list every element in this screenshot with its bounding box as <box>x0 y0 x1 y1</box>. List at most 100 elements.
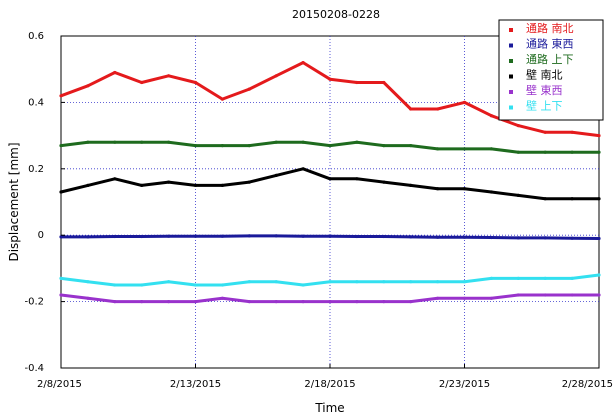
data-point <box>570 150 574 154</box>
data-point <box>489 114 493 118</box>
data-point <box>462 280 467 284</box>
data-point <box>409 235 413 239</box>
data-point <box>462 235 467 239</box>
series-6 <box>59 273 601 287</box>
data-point <box>274 234 278 238</box>
series-2 <box>59 234 601 241</box>
legend-marker <box>509 74 513 79</box>
legend-label: 通路 東西 <box>526 38 574 51</box>
data-point <box>140 283 144 287</box>
data-point <box>193 300 198 304</box>
data-point <box>274 173 278 177</box>
data-point <box>301 61 305 65</box>
data-point <box>301 234 305 238</box>
data-point <box>409 300 413 304</box>
data-point <box>247 87 251 91</box>
legend-marker <box>509 105 513 110</box>
legend-label: 壁 東西 <box>526 83 563 97</box>
data-point <box>113 283 117 287</box>
data-point <box>167 280 171 284</box>
data-point <box>409 183 413 187</box>
legend-marker <box>509 43 513 48</box>
y-tick-label: 0.2 <box>28 164 44 175</box>
data-point <box>86 140 90 144</box>
data-point <box>167 140 171 144</box>
data-point <box>328 280 332 284</box>
legend-label: 壁 上下 <box>526 99 563 113</box>
data-point <box>516 193 520 197</box>
data-point <box>59 293 63 297</box>
data-point <box>274 74 278 78</box>
data-point <box>436 147 440 151</box>
legend-label: 通路 上下 <box>526 53 574 66</box>
data-point <box>436 107 440 111</box>
x-tick-label: 2/28/2015 <box>562 379 613 390</box>
data-point <box>570 197 574 201</box>
data-point <box>382 80 386 85</box>
data-point <box>113 70 117 75</box>
data-point <box>436 296 440 300</box>
data-point <box>274 140 278 144</box>
data-point <box>113 300 117 304</box>
data-point <box>355 234 359 239</box>
data-point <box>247 180 251 184</box>
y-tick-label: 0.4 <box>28 97 44 108</box>
data-point <box>409 107 413 111</box>
x-axis-label: Time <box>314 401 344 415</box>
data-point <box>247 300 251 304</box>
data-point <box>220 296 224 300</box>
data-point <box>543 150 547 154</box>
data-point <box>382 180 386 184</box>
data-point <box>220 283 224 287</box>
data-point <box>193 144 198 148</box>
data-point <box>328 177 332 181</box>
legend-marker <box>509 28 513 32</box>
data-point <box>516 236 520 240</box>
data-point <box>462 296 467 300</box>
data-point <box>301 283 305 287</box>
x-tick-label: 2/8/2015 <box>37 379 82 390</box>
data-point <box>193 80 198 85</box>
data-point <box>113 140 117 144</box>
data-point <box>543 236 547 240</box>
data-point <box>355 300 359 304</box>
data-point <box>355 177 359 181</box>
data-point <box>220 234 224 238</box>
data-point <box>597 293 601 297</box>
data-point <box>140 183 144 187</box>
legend-label: 通路 南北 <box>526 22 574 35</box>
data-point <box>382 144 386 148</box>
data-point <box>462 100 467 104</box>
data-point <box>462 187 467 191</box>
data-point <box>597 236 601 241</box>
data-point <box>355 280 359 284</box>
data-point <box>59 94 63 98</box>
data-point <box>140 300 144 304</box>
series-3 <box>59 140 601 154</box>
data-point <box>543 197 547 201</box>
data-point <box>382 234 386 239</box>
data-point <box>167 180 171 184</box>
data-point <box>113 234 117 239</box>
x-tick-label: 2/13/2015 <box>170 379 221 390</box>
chart-title: 20150208-0228 <box>292 8 380 21</box>
data-point <box>543 293 547 297</box>
data-point <box>59 144 63 148</box>
x-tick-label: 2/23/2015 <box>439 379 490 390</box>
x-axis-ticks: 2/8/2015 2/13/2015 2/18/2015 2/23/2015 2/28/… <box>37 364 613 390</box>
data-point <box>220 97 224 101</box>
data-point <box>597 150 601 154</box>
data-point <box>301 167 305 171</box>
data-point <box>516 150 520 154</box>
data-point <box>167 300 171 304</box>
data-point <box>516 293 520 297</box>
data-point <box>462 147 467 151</box>
data-point <box>409 144 413 148</box>
data-point <box>86 296 90 300</box>
series-4 <box>59 167 601 201</box>
data-point <box>355 80 359 85</box>
data-point <box>59 276 63 280</box>
y-axis-label: Displacement [mm] <box>7 142 21 261</box>
data-point <box>193 283 198 287</box>
